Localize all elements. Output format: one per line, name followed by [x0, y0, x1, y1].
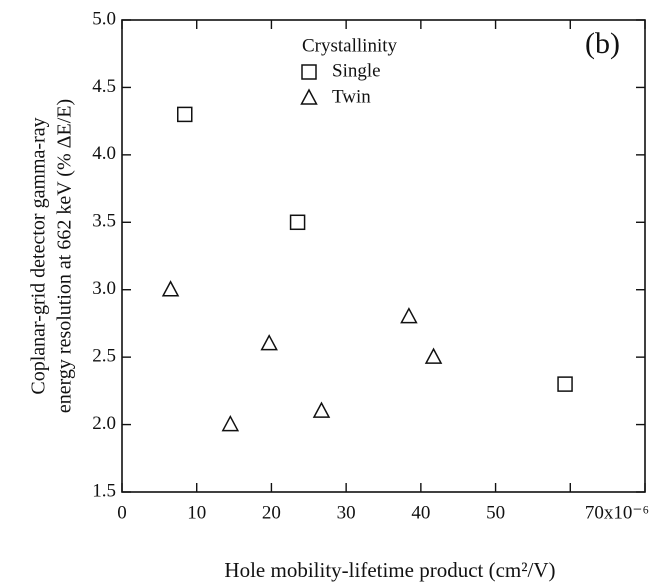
x-tick-label: 10 [187, 502, 206, 523]
point [424, 347, 443, 364]
legend-title: Crystallinity [302, 35, 398, 56]
y-tick-label: 4.0 [92, 143, 116, 164]
point [557, 376, 573, 392]
y-tick-label: 5.0 [92, 8, 116, 29]
legend-label: Single [332, 60, 381, 81]
y-tick-label: 4.5 [92, 76, 116, 97]
point [312, 401, 331, 418]
plot-frame [121, 19, 646, 493]
point [161, 280, 180, 297]
point [221, 414, 240, 432]
y-axis-label: energy resolution at 662 keV (% ΔE/E) [54, 99, 76, 413]
point [260, 334, 278, 351]
x-tick-label: 20 [262, 502, 281, 523]
y-tick-label: 2.0 [92, 413, 116, 434]
x-tick-label: 0 [117, 502, 127, 523]
legend-marker [300, 88, 318, 105]
x-tick-label: 40 [411, 502, 430, 523]
point [400, 307, 418, 324]
point [177, 106, 193, 123]
y-tick-label: 3.5 [92, 211, 116, 232]
x-tick-label: 30 [337, 502, 356, 523]
x-axis-label: Hole mobility-lifetime product (cm²/V) [224, 558, 555, 582]
y-axis-label: Coplanar-grid detector gamma-ray [28, 117, 50, 394]
y-tick-label: 2.5 [92, 346, 116, 367]
legend-marker [301, 64, 317, 80]
x-tick-label: 70x10⁻⁶ [585, 502, 649, 523]
point [289, 214, 306, 231]
y-tick-label: 3.0 [92, 278, 116, 299]
x-tick-label: 50 [486, 502, 505, 523]
y-tick-label: 1.5 [92, 480, 116, 501]
legend-label: Twin [332, 86, 371, 107]
annotation: (b) [585, 27, 620, 60]
